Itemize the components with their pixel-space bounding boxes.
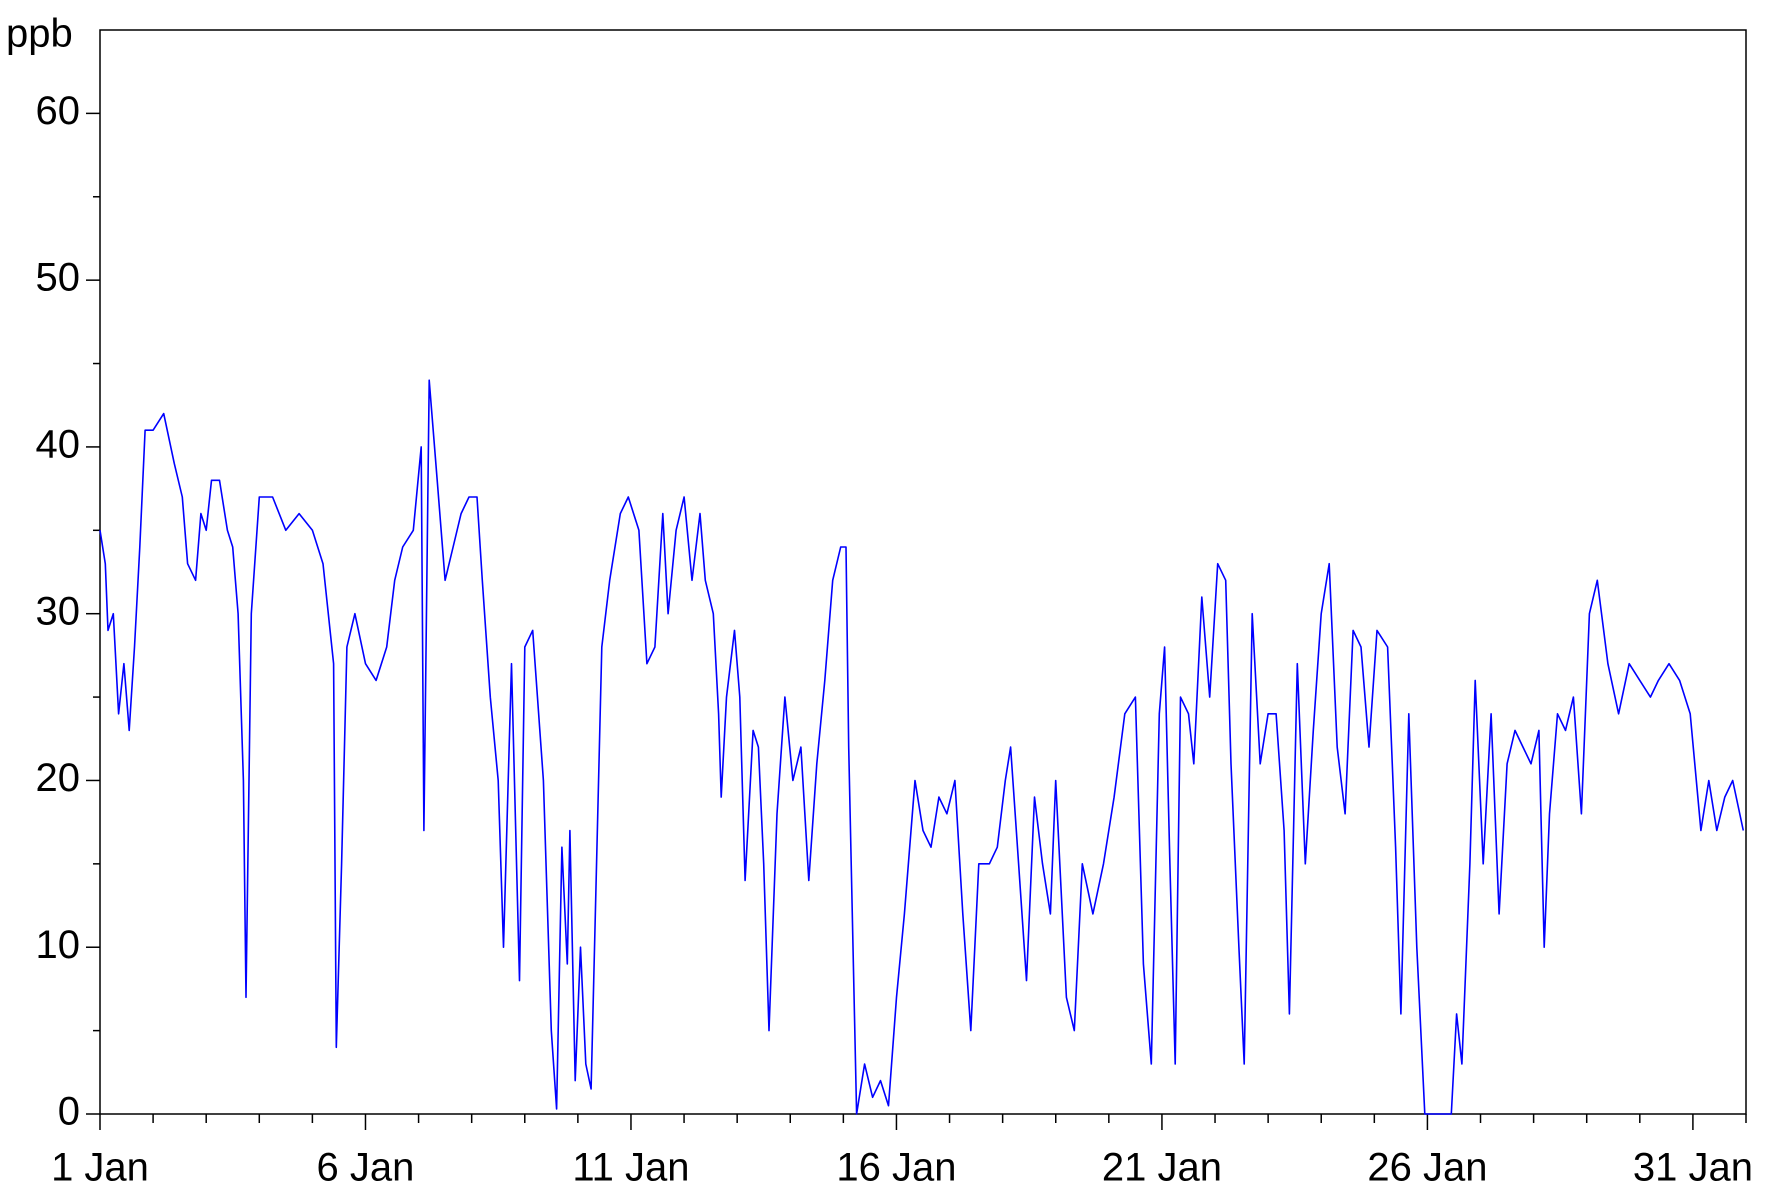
y-tick-label: 30 bbox=[36, 589, 81, 633]
x-tick-label: 31 Jan bbox=[1633, 1146, 1753, 1190]
y-tick-label: 20 bbox=[36, 756, 81, 800]
y-tick-label: 10 bbox=[36, 923, 81, 967]
x-tick-label: 1 Jan bbox=[51, 1146, 149, 1190]
x-tick-label: 26 Jan bbox=[1367, 1146, 1487, 1190]
y-tick-label: 50 bbox=[36, 256, 81, 300]
x-tick-label: 11 Jan bbox=[572, 1146, 689, 1190]
y-tick-label: 40 bbox=[36, 422, 81, 466]
x-tick-label: 21 Jan bbox=[1102, 1146, 1222, 1190]
y-tick-label: 0 bbox=[58, 1090, 80, 1134]
y-tick-label: 60 bbox=[36, 89, 81, 133]
x-tick-label: 16 Jan bbox=[836, 1146, 956, 1190]
data-line bbox=[99, 379, 1745, 1115]
y-axis-label: ppb bbox=[6, 12, 73, 56]
plot-frame bbox=[99, 29, 1747, 1115]
x-tick-label: 6 Jan bbox=[317, 1146, 415, 1190]
